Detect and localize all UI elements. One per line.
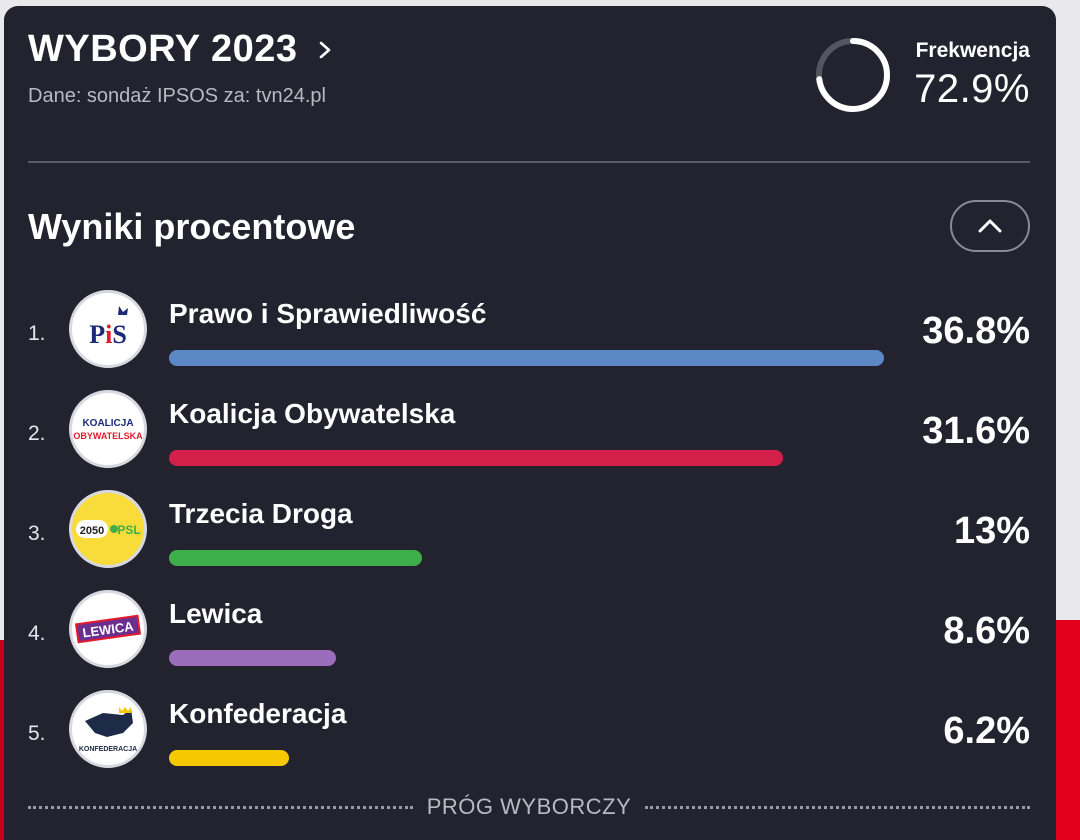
- svg-text:PSL: PSL: [117, 523, 140, 537]
- svg-text:PiS: PiS: [89, 320, 127, 349]
- threshold-dots-right: [645, 805, 1031, 809]
- collapse-button[interactable]: [950, 200, 1030, 252]
- svg-text:LEWICA: LEWICA: [82, 618, 135, 640]
- result-bar: [169, 750, 290, 766]
- percent-value: 31.6%: [922, 410, 1030, 452]
- turnout-widget: Frekwencja 72.9%: [814, 36, 1030, 114]
- party-name: Lewica: [169, 598, 263, 629]
- percent-value: 8.6%: [943, 610, 1030, 652]
- result-bar: [169, 350, 884, 366]
- threshold-label: PRÓG WYBORCZY: [426, 794, 632, 819]
- ko-logo: KOALICJA OBYWATELSKA: [73, 418, 143, 441]
- ko-logo-icon: KOALICJA OBYWATELSKA: [69, 390, 147, 468]
- pis-logo-icon: PiS: [69, 290, 147, 368]
- trzecia-droga-logo: 2050 PSL: [76, 520, 141, 538]
- result-bar: [169, 550, 422, 566]
- konfederacja-logo-icon: KONFEDERACJA: [69, 690, 147, 768]
- electoral-threshold: PRÓG WYBORCZY: [28, 792, 1031, 822]
- divider: [28, 161, 1030, 163]
- chevron-up-icon: [978, 219, 1002, 233]
- result-row-trzecia-droga[interactable]: 3. 2050 PSL Trzecia Droga 13%: [4, 486, 1056, 586]
- svg-text:2050: 2050: [80, 525, 104, 537]
- turnout-value: 72.9%: [914, 66, 1030, 111]
- svg-text:OBYWATELSKA: OBYWATELSKA: [73, 431, 143, 441]
- party-name: Prawo i Sprawiedliwość: [169, 298, 487, 329]
- result-bar: [169, 650, 337, 666]
- party-name: Trzecia Droga: [169, 498, 353, 529]
- svg-text:KONFEDERACJA: KONFEDERACJA: [79, 746, 137, 753]
- party-name: Konfederacja: [169, 698, 347, 729]
- chevron-right-icon: [319, 41, 330, 58]
- trzecia-droga-logo-icon: 2050 PSL: [69, 490, 147, 568]
- party-name: Koalicja Obywatelska: [169, 398, 456, 429]
- rank-label: 4.: [28, 622, 46, 645]
- pis-logo: PiS: [89, 306, 128, 349]
- result-row-pis[interactable]: 1. PiS Prawo i Sprawiedliwość 36.8%: [4, 286, 1056, 386]
- title-link[interactable]: WYBORY 2023: [28, 28, 334, 71]
- lewica-logo-icon: LEWICA: [69, 590, 147, 668]
- percent-value: 6.2%: [943, 710, 1030, 752]
- data-source: Dane: sondaż IPSOS za: tvn24.pl: [28, 85, 326, 107]
- page-title: WYBORY 2023: [28, 28, 298, 70]
- rank-label: 5.: [28, 722, 46, 745]
- konfederacja-logo: KONFEDERACJA: [79, 707, 137, 753]
- percent-value: 13%: [953, 510, 1030, 552]
- rank-label: 3.: [28, 522, 46, 545]
- card-header: WYBORY 2023 Dane: sondaż IPSOS za: tvn24…: [28, 28, 334, 108]
- threshold-dots-left: [28, 805, 413, 809]
- rank-label: 2.: [28, 422, 46, 445]
- turnout-label: Frekwencja: [915, 38, 1030, 62]
- turnout-ring-icon: [816, 38, 891, 112]
- election-results-card: WYBORY 2023 Dane: sondaż IPSOS za: tvn24…: [4, 6, 1056, 840]
- section-title: Wyniki procentowe: [28, 206, 356, 247]
- result-bar: [169, 450, 783, 466]
- lewica-logo: LEWICA: [74, 614, 142, 644]
- rank-label: 1.: [28, 322, 46, 345]
- percent-value: 36.8%: [922, 310, 1030, 352]
- result-row-lewica[interactable]: 4. LEWICA Lewica 8.6%: [4, 586, 1056, 686]
- svg-text:KOALICJA: KOALICJA: [82, 418, 133, 429]
- result-row-ko[interactable]: 2. KOALICJA OBYWATELSKA Koalicja Obywate…: [4, 386, 1056, 486]
- result-row-konfederacja[interactable]: 5. KONFEDERACJA Konfederacja 6.2%: [4, 686, 1056, 786]
